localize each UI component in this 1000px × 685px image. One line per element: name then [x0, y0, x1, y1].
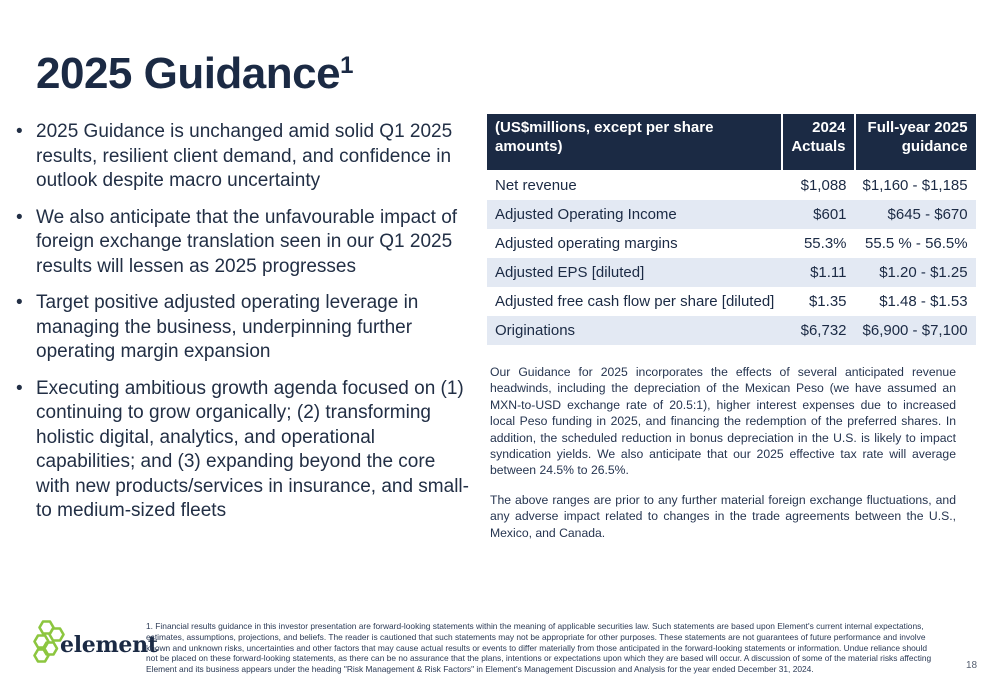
row-metric: Adjusted operating margins [495, 235, 678, 252]
row-actuals: $1,088 [800, 176, 847, 194]
header-guidance-label: guidance [901, 138, 968, 155]
row-metric: Adjusted free cash flow per share [dilut… [495, 293, 775, 310]
row-actuals: 55.3% [803, 235, 847, 252]
row-guidance: $1,160 - $1,185 [862, 176, 968, 194]
note-paragraph: Our Guidance for 2025 incorporates the e… [490, 365, 956, 478]
hexagon-cluster-icon [33, 620, 65, 663]
row-guidance: $645 - $670 [854, 200, 976, 229]
page-number: 18 [966, 660, 978, 671]
row-metric: Adjusted Operating Income [487, 200, 783, 229]
table-row: Adjusted free cash flow per share [dilut… [487, 287, 976, 316]
title-footnote-marker: 1 [340, 52, 353, 79]
bullet-item: • 2025 Guidance is unchanged amid solid Q… [14, 120, 474, 194]
note-paragraph: The above ranges are prior to any furthe… [490, 492, 956, 540]
bullet-text: Executing ambitious growth agenda focuse… [36, 377, 469, 522]
row-guidance: $1.48 - $1.53 [879, 293, 968, 310]
footnote: 1. Financial results guidance in this in… [146, 621, 932, 675]
table-row: Adjusted Operating Income $601 $645 - $6… [487, 200, 976, 229]
bullet-dot: • [16, 377, 23, 399]
table-row: Adjusted EPS [diluted] $1.11 $1.20 - $1.… [487, 258, 976, 287]
header-actuals-label: Actuals [791, 138, 846, 155]
bullet-text: 2025 Guidance is unchanged amid solid Q1… [36, 121, 453, 191]
page-title-text: 2025 Guidance [36, 49, 341, 98]
header-metric: (US$millions, except per share amounts) [487, 114, 783, 170]
bullet-item: • We also anticipate that the unfavourabl… [14, 206, 474, 280]
header-guidance-year: Full-year 2025 [867, 119, 968, 136]
guidance-table: (US$millions, except per share amounts) … [487, 114, 976, 345]
table-row: Adjusted operating margins 55.3% 55.5 % … [487, 229, 976, 258]
row-guidance: 55.5 % - 56.5% [865, 235, 968, 252]
bullet-dot: • [16, 292, 23, 313]
row-guidance: $6,900 - $7,100 [854, 316, 976, 345]
row-metric: Originations [487, 316, 783, 345]
header-actuals-year: 2024 [812, 119, 846, 136]
row-actuals: $6,732 [782, 316, 855, 345]
bullet-text: We also anticipate that the unfavourable… [36, 206, 458, 277]
header-guidance: Full-year 2025 guidance [853, 114, 976, 170]
row-metric: Net revenue [495, 176, 577, 194]
guidance-bullet-list: • 2025 Guidance is unchanged amid solid Q… [14, 120, 474, 536]
table-row: Originations $6,732 $6,900 - $7,100 [487, 316, 976, 345]
bullet-dot: • [16, 121, 23, 142]
page-title: 2025 Guidance1 [36, 52, 353, 96]
bullet-text: Target positive adjusted operating lever… [36, 292, 419, 362]
row-guidance: $1.20 - $1.25 [854, 258, 976, 287]
table-header-row: (US$millions, except per share amounts) … [487, 114, 976, 170]
table-row: Net revenue $1,088 $1,160 - $1,185 [487, 170, 976, 200]
row-metric: Adjusted EPS [diluted] [487, 258, 783, 287]
header-actuals: 2024 Actuals [781, 114, 855, 170]
row-actuals: $1.35 [808, 293, 847, 310]
bullet-dot: • [16, 206, 23, 228]
logo-wordmark: element [60, 632, 158, 658]
row-actuals: $601 [782, 200, 855, 229]
bullet-item: • Target positive adjusted operating leve… [14, 291, 474, 365]
guidance-notes: Our Guidance for 2025 incorporates the e… [490, 364, 956, 554]
bullet-item: • Executing ambitious growth agenda focus… [14, 377, 474, 524]
row-actuals: $1.11 [782, 258, 855, 287]
